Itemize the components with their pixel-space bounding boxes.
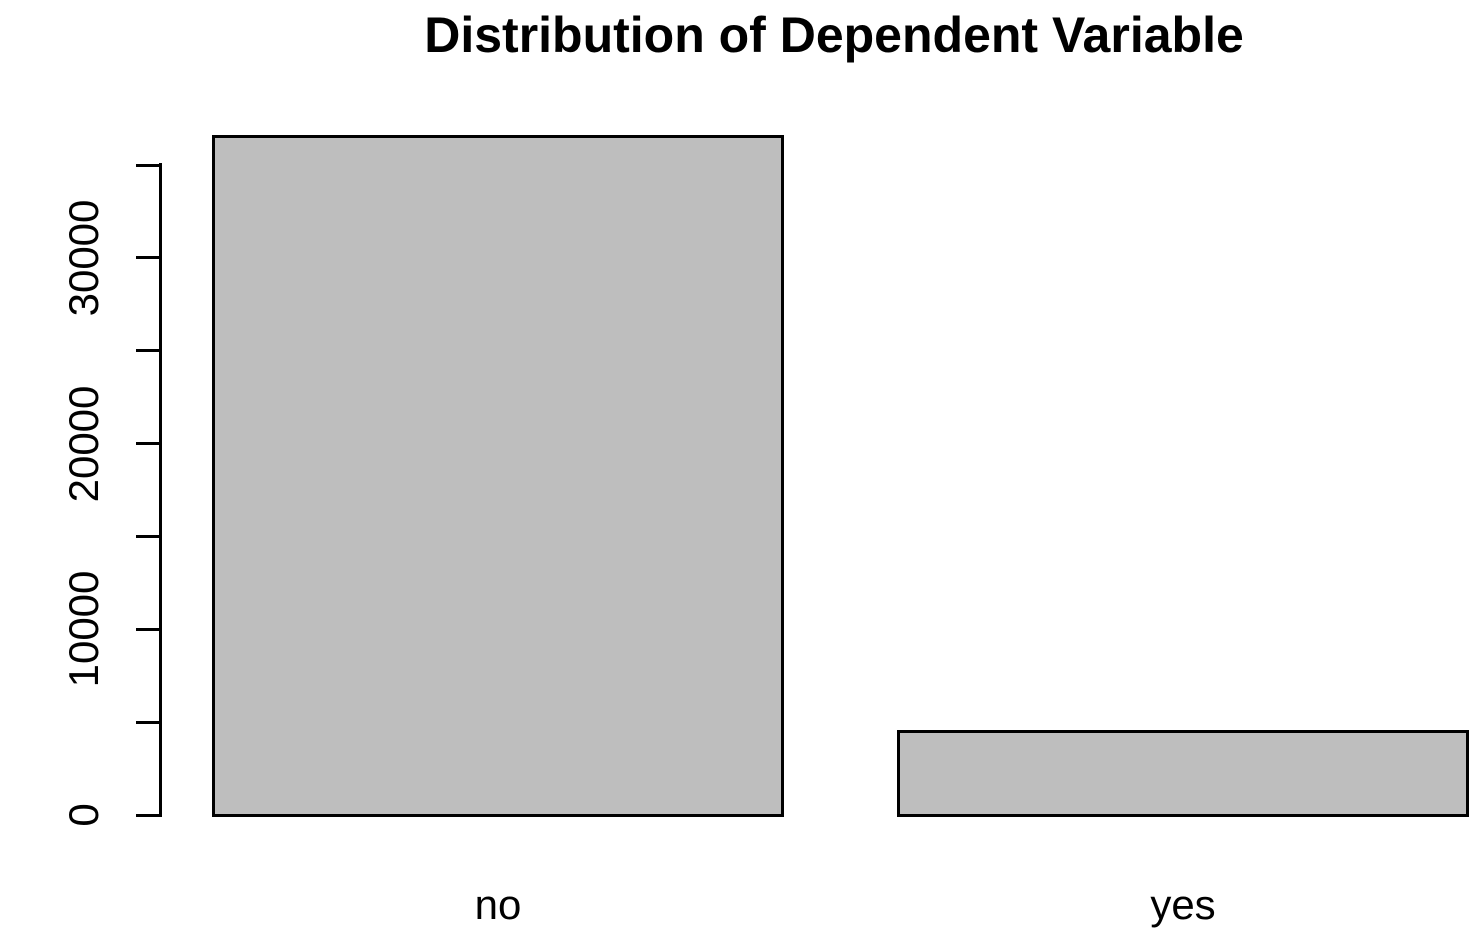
y-axis-line: [159, 163, 162, 817]
bar-no: [212, 135, 784, 817]
y-axis-tick-label: 20000: [60, 385, 107, 502]
y-axis-tick: [136, 720, 161, 724]
y-axis-tick-label: 30000: [60, 199, 107, 317]
y-axis-tick: [136, 256, 161, 260]
x-category-label-no: no: [474, 881, 522, 928]
x-category-label-yes: yes: [1150, 881, 1216, 928]
y-axis-tick-label: 10000: [60, 570, 107, 688]
chart-title: Distribution of Dependent Variable: [424, 7, 1244, 63]
y-axis-tick: [136, 813, 161, 817]
bar-yes: [897, 729, 1469, 817]
y-axis-tick: [136, 442, 161, 446]
y-axis-tick: [136, 163, 161, 167]
y-axis-tick: [136, 349, 161, 353]
y-axis-tick-label: 0: [60, 803, 107, 827]
y-axis-tick: [136, 627, 161, 631]
y-axis-tick: [136, 534, 161, 538]
